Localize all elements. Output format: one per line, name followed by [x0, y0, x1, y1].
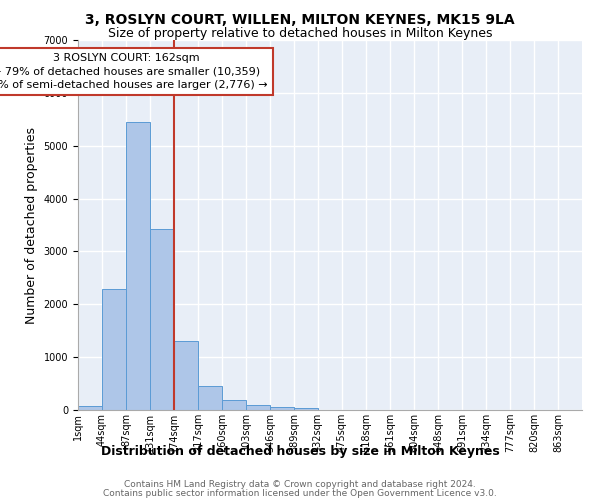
Bar [150, 228, 174, 410]
Bar [198, 386, 222, 410]
Text: Contains public sector information licensed under the Open Government Licence v3: Contains public sector information licen… [103, 488, 497, 498]
Text: Size of property relative to detached houses in Milton Keynes: Size of property relative to detached ho… [108, 28, 492, 40]
Bar [246, 404, 270, 410]
Bar [222, 400, 246, 410]
Text: 3, ROSLYN COURT, WILLEN, MILTON KEYNES, MK15 9LA: 3, ROSLYN COURT, WILLEN, MILTON KEYNES, … [85, 12, 515, 26]
Bar [174, 341, 198, 410]
Text: Distribution of detached houses by size in Milton Keynes: Distribution of detached houses by size … [101, 444, 499, 458]
Bar [294, 408, 318, 410]
Bar [78, 406, 102, 410]
Bar [270, 406, 294, 410]
Y-axis label: Number of detached properties: Number of detached properties [25, 126, 38, 324]
Bar [126, 122, 150, 410]
Bar [102, 290, 126, 410]
Text: 3 ROSLYN COURT: 162sqm
← 79% of detached houses are smaller (10,359)
21% of semi: 3 ROSLYN COURT: 162sqm ← 79% of detached… [0, 53, 268, 90]
Text: Contains HM Land Registry data © Crown copyright and database right 2024.: Contains HM Land Registry data © Crown c… [124, 480, 476, 489]
